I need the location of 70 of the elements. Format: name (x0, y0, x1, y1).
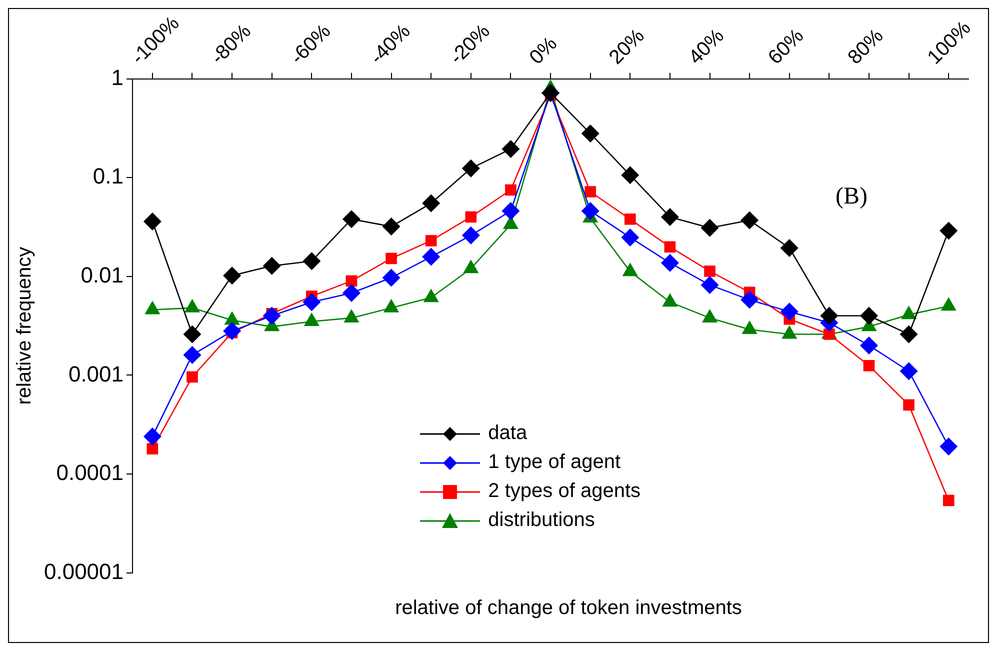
point (903, 399, 914, 411)
point (624, 213, 636, 225)
point (342, 210, 360, 228)
point (146, 443, 158, 454)
y-axis-title: relative frequency (14, 246, 36, 405)
point (143, 427, 162, 446)
point (860, 306, 878, 325)
point (462, 226, 480, 244)
point (422, 194, 440, 212)
point (502, 140, 520, 158)
legend-label: 2 types of agents (488, 480, 640, 503)
y-tick-label: 0.01 (80, 262, 124, 288)
point (262, 256, 281, 275)
point (660, 208, 679, 226)
point (382, 218, 400, 236)
y-tick-label: 0.00001 (44, 558, 124, 584)
point (740, 211, 759, 230)
point (223, 322, 242, 340)
point (502, 202, 520, 220)
point (700, 218, 719, 237)
point (900, 362, 918, 380)
y-tick-label: 0.001 (68, 361, 124, 386)
point (302, 293, 321, 312)
y-tick-label: 0.1 (92, 164, 124, 189)
point (462, 159, 480, 178)
annotation: (B) (835, 184, 868, 210)
point (704, 266, 716, 277)
point (700, 276, 719, 294)
x-tick-label: 0% (525, 32, 562, 69)
point (186, 371, 198, 383)
point (824, 328, 835, 340)
x-tick-label: 60% (764, 24, 808, 69)
point (621, 166, 640, 184)
point (780, 239, 798, 257)
point (820, 306, 838, 325)
point (581, 202, 600, 220)
point (183, 346, 202, 364)
point (581, 124, 600, 142)
x-axis-title: relative of change of token investments (394, 596, 743, 621)
point (780, 302, 798, 321)
point (740, 290, 759, 309)
point (302, 252, 321, 270)
x-tick-label: 40% (684, 24, 729, 69)
y-tick-label: 0.0001 (56, 460, 124, 486)
point (382, 268, 400, 287)
point (143, 212, 162, 230)
point (342, 284, 360, 302)
point (942, 494, 954, 506)
point (422, 248, 440, 266)
point (505, 184, 516, 196)
point (940, 222, 958, 240)
point (900, 325, 918, 344)
legend-label: 1 type of agent (488, 451, 620, 474)
point (860, 336, 878, 354)
point (664, 241, 676, 253)
point (621, 228, 640, 246)
point (223, 266, 242, 285)
point (183, 325, 202, 344)
point (386, 252, 397, 264)
legend-label: data (488, 422, 528, 445)
y-tick-label: 1 (111, 64, 124, 90)
point (660, 254, 679, 272)
x-tick-label: 80% (844, 24, 888, 69)
point (262, 306, 281, 325)
point (863, 360, 875, 372)
point (465, 211, 477, 223)
point (584, 186, 596, 198)
legend-label: distributions (488, 509, 595, 532)
point (940, 437, 958, 456)
point (425, 235, 437, 246)
